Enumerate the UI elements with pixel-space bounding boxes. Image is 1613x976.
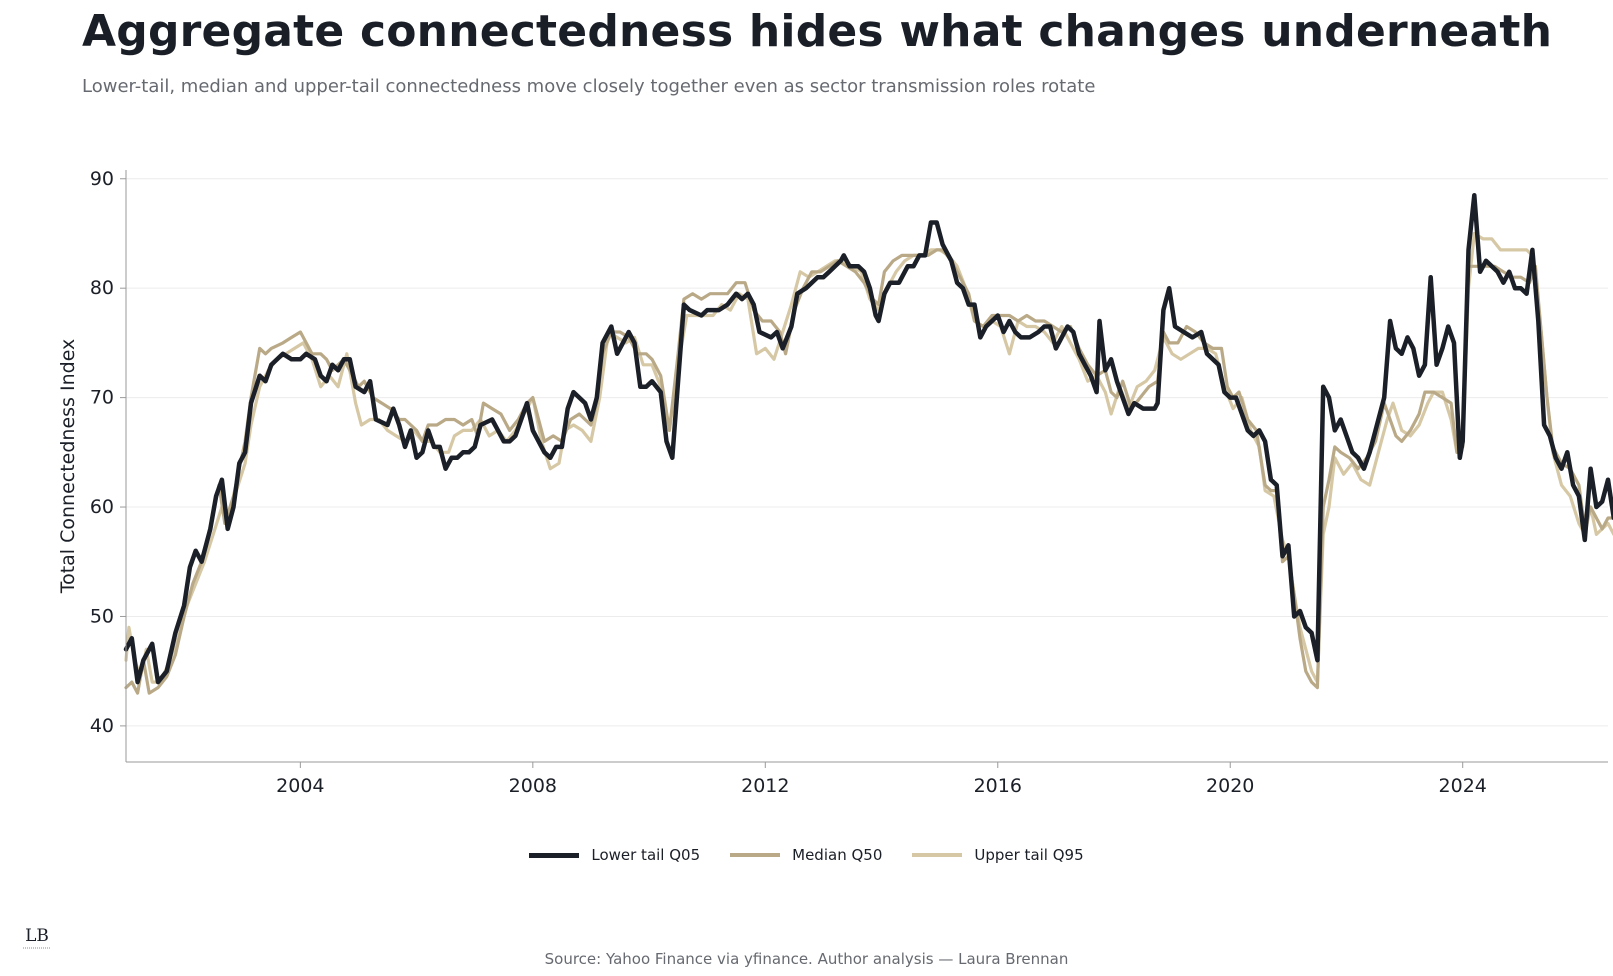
grid-lines	[126, 178, 1608, 727]
legend-label-q95: Upper tail Q95	[974, 846, 1084, 864]
x-tick-label: 2008	[509, 775, 557, 797]
legend-item-q05: Lower tail Q05	[529, 846, 700, 864]
legend-swatch-q50	[730, 853, 781, 857]
legend-label-q50: Median Q50	[792, 846, 883, 864]
legend: Lower tail Q05 Median Q50 Upper tail Q95	[0, 846, 1613, 864]
y-tick-label: 40	[90, 715, 114, 737]
y-axis-label: Total Connectedness Index	[57, 339, 79, 595]
y-tick-label: 80	[90, 277, 114, 299]
logo-text: LB	[25, 926, 49, 946]
y-tick-label: 90	[90, 168, 114, 190]
x-tick-label: 2016	[974, 775, 1022, 797]
legend-swatch-q05	[529, 852, 580, 858]
chart-subtitle: Lower-tail, median and upper-tail connec…	[82, 76, 1096, 97]
source-note: Source: Yahoo Finance via yfinance. Auth…	[544, 950, 1069, 968]
x-tick-label: 2012	[741, 775, 789, 797]
series-line-q05	[123, 192, 1613, 685]
chart-title: Aggregate connectedness hides what chang…	[82, 6, 1553, 57]
x-tick-labels: 2004 2008 2012 2016 2020 2024	[276, 762, 1487, 797]
x-tick-label: 2004	[276, 775, 324, 797]
axes	[125, 170, 1608, 763]
legend-item-q50: Median Q50	[730, 846, 882, 864]
legend-item-q95: Upper tail Q95	[912, 846, 1084, 864]
y-tick-label: 70	[90, 387, 114, 409]
series-line-q95	[124, 231, 1613, 684]
legend-label-q05: Lower tail Q05	[591, 846, 701, 864]
y-tick-labels: 40 50 60 70 80 90	[90, 168, 126, 737]
y-tick-label: 50	[90, 605, 114, 627]
legend-swatch-q95	[912, 853, 963, 857]
author-logo: LB	[23, 926, 51, 949]
x-tick-label: 2024	[1439, 775, 1487, 797]
y-tick-label: 60	[90, 496, 114, 518]
series-layer	[123, 192, 1613, 695]
series-line-q50	[124, 248, 1613, 695]
x-tick-label: 2020	[1206, 775, 1254, 797]
